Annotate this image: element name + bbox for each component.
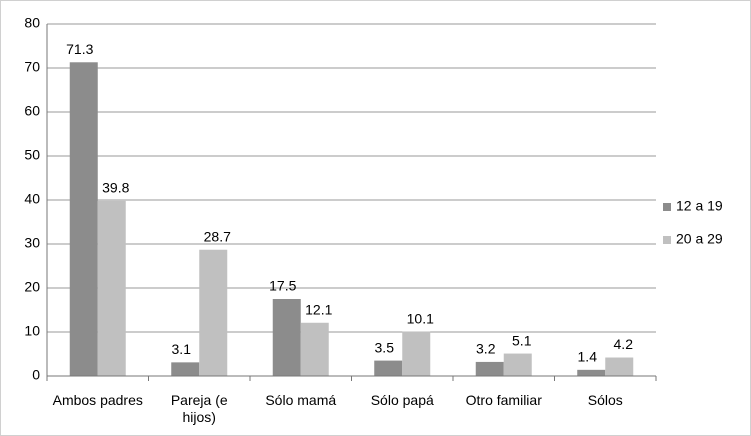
- value-label: 17.5: [269, 278, 296, 294]
- legend-swatch: [663, 236, 671, 244]
- y-tick-label: 60: [24, 103, 40, 119]
- x-tick-label: Pareja (e hijos): [170, 392, 228, 425]
- bar: [272, 299, 301, 376]
- value-label: 71.3: [66, 41, 93, 57]
- value-label: 3.1: [172, 341, 192, 357]
- legend-label: 12 a 19: [676, 198, 723, 214]
- x-tick-label: Otro familiar: [465, 392, 542, 408]
- bar: [97, 200, 126, 376]
- value-label: 3.2: [476, 341, 496, 357]
- value-label: 4.2: [614, 336, 634, 352]
- value-label: 10.1: [407, 310, 434, 326]
- y-tick-label: 40: [24, 191, 40, 207]
- bar: [503, 353, 532, 376]
- bar: [374, 360, 403, 376]
- value-label: 3.5: [375, 339, 395, 355]
- y-tick-label: 20: [24, 279, 40, 295]
- y-tick-label: 0: [32, 367, 40, 383]
- bar: [577, 369, 606, 376]
- x-tick-label: Ambos padres: [52, 392, 143, 408]
- x-tick-label: Sólos: [587, 392, 623, 408]
- y-tick-label: 50: [24, 147, 40, 163]
- bar: [300, 322, 329, 376]
- legend-label: 20 a 29: [676, 231, 723, 247]
- y-tick-label: 30: [24, 235, 40, 251]
- y-tick-label: 70: [24, 59, 40, 75]
- value-label: 12.1: [305, 301, 332, 317]
- bar: [69, 62, 98, 376]
- bar: [605, 357, 634, 376]
- bar: [475, 361, 504, 376]
- bar: [171, 362, 200, 376]
- bar: [199, 249, 228, 376]
- value-label: 5.1: [512, 332, 532, 348]
- legend-swatch: [663, 203, 671, 211]
- y-tick-label: 10: [24, 323, 40, 339]
- value-label: 1.4: [578, 349, 598, 365]
- y-tick-label: 80: [24, 15, 40, 31]
- value-label: 39.8: [102, 180, 129, 196]
- x-tick-label: Sólo mamá: [265, 392, 337, 408]
- value-label: 28.7: [204, 228, 231, 244]
- x-tick-label: Sólo papá: [370, 392, 434, 408]
- bar: [402, 331, 431, 376]
